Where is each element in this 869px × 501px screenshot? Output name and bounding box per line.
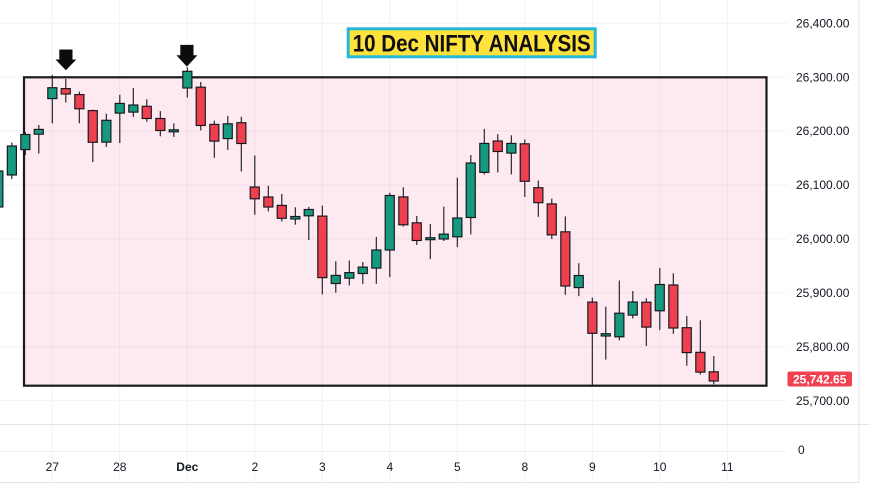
- svg-text:3: 3: [319, 460, 326, 474]
- svg-text:Dec: Dec: [176, 460, 198, 474]
- svg-text:26,000.00: 26,000.00: [796, 232, 850, 246]
- svg-text:25,900.00: 25,900.00: [796, 286, 850, 300]
- svg-text:4: 4: [386, 460, 393, 474]
- svg-text:9: 9: [589, 460, 596, 474]
- svg-text:11: 11: [721, 460, 734, 474]
- svg-text:10 Dec NIFTY ANALYSIS: 10 Dec NIFTY ANALYSIS: [353, 31, 591, 58]
- svg-text:27: 27: [46, 460, 60, 474]
- svg-text:0: 0: [798, 443, 805, 457]
- svg-text:26,200.00: 26,200.00: [796, 124, 850, 138]
- svg-text:26,100.00: 26,100.00: [796, 178, 850, 192]
- svg-text:25,800.00: 25,800.00: [796, 340, 850, 354]
- svg-text:25,700.00: 25,700.00: [796, 394, 850, 408]
- svg-text:10: 10: [653, 460, 667, 474]
- svg-text:2: 2: [251, 460, 258, 474]
- svg-text:28: 28: [113, 460, 127, 474]
- svg-text:26,400.00: 26,400.00: [796, 16, 850, 30]
- svg-text:26,300.00: 26,300.00: [796, 70, 850, 84]
- svg-text:25,742.65: 25,742.65: [793, 372, 847, 386]
- svg-text:5: 5: [454, 460, 461, 474]
- svg-text:8: 8: [521, 460, 528, 474]
